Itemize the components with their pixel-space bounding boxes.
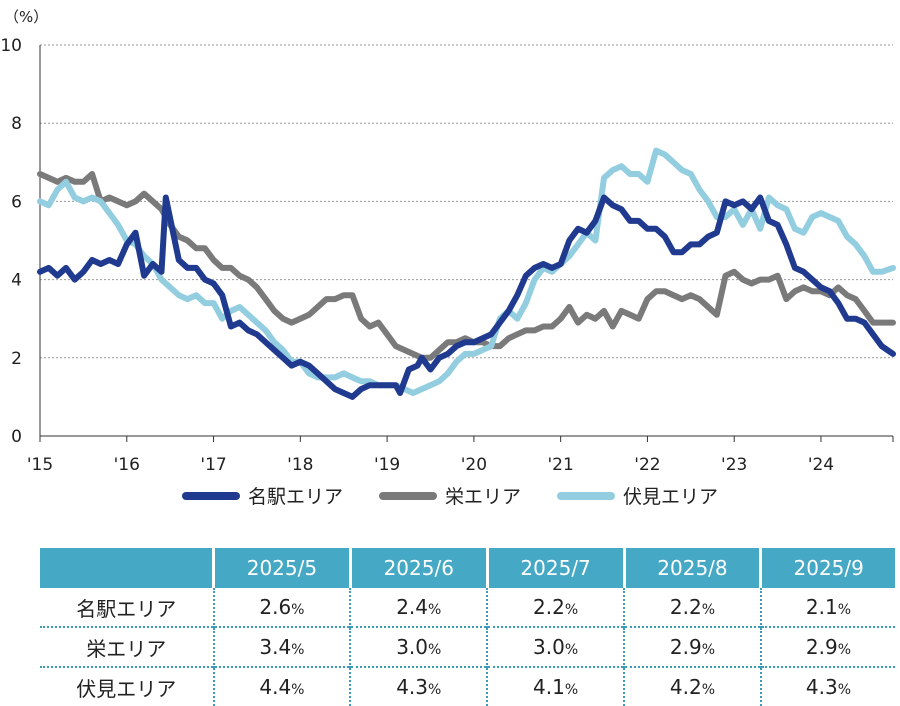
table-cell: 2.9% [623, 626, 761, 667]
table-cell: 3.4% [212, 626, 351, 667]
table-row: 伏見エリア 4.4% 4.3% 4.1% 4.2% 4.3% [40, 666, 895, 706]
x-tick-label: '24 [808, 455, 834, 475]
x-axis: '15 '16 '17 '18 '19 '20 '21 '22 '23 '24 [27, 435, 894, 475]
x-tick-label: '15 [27, 455, 53, 475]
series-lines [37, 147, 896, 400]
row-label: 栄エリア [40, 626, 214, 667]
legend-swatch-meieki [181, 491, 240, 500]
table-cell: 2.2% [623, 588, 761, 627]
table-cell: 4.1% [486, 666, 625, 706]
series-line-meieki [37, 194, 896, 400]
table-cell: 2.1% [759, 588, 895, 627]
y-tick-label: 10 [0, 36, 22, 56]
x-tick-label: '17 [200, 455, 226, 475]
table-cell: 3.0% [486, 626, 625, 667]
vacancy-rate-chart: 0 2 4 6 8 10 '15 '16 '17 '18 '19 '20 '21 '22 '23 '24 （… [0, 8, 896, 475]
legend-label-meieki: 名駅エリア [247, 486, 343, 508]
y-tick-label: 8 [11, 114, 22, 134]
legend-label-sakae: 栄エリア [444, 486, 521, 508]
x-tick-label: '23 [721, 455, 747, 475]
y-tick-label: 6 [11, 192, 22, 212]
table-header-cell: 2025/5 [212, 548, 351, 588]
legend-label-fushimi: 伏見エリア [623, 486, 719, 508]
table-header-cell [40, 548, 214, 588]
x-tick-label: '19 [374, 455, 400, 475]
legend-item-fushimi: 伏見エリア [557, 482, 718, 509]
table-cell: 4.3% [349, 666, 488, 706]
legend-item-sakae: 栄エリア [378, 482, 521, 509]
table-cell: 2.9% [759, 626, 895, 667]
table-header-cell: 2025/9 [759, 548, 895, 588]
legend-swatch-sakae [378, 491, 437, 500]
row-label: 伏見エリア [40, 666, 214, 706]
table-cell: 4.4% [212, 666, 351, 706]
table-header-cell: 2025/6 [348, 548, 488, 588]
x-tick-label: '20 [461, 455, 487, 475]
legend: 名駅エリア 栄エリア 伏見エリア [0, 482, 900, 509]
table-row: 栄エリア 3.4% 3.0% 3.0% 2.9% 2.9% [40, 626, 895, 667]
legend-swatch-fushimi [557, 491, 615, 500]
x-tick-label: '22 [634, 455, 660, 475]
table-cell: 4.3% [759, 666, 895, 706]
table-row: 名駅エリア 2.6% 2.4% 2.2% 2.2% 2.1% [40, 588, 895, 627]
legend-item-meieki: 名駅エリア [181, 482, 343, 509]
table-header-cell: 2025/8 [622, 548, 761, 588]
x-tick-label: '18 [287, 455, 313, 475]
row-label: 名駅エリア [76, 596, 177, 621]
table-cell: 2.4% [349, 588, 488, 627]
table-cell: 2.2% [486, 588, 625, 627]
x-tick-label: '16 [114, 455, 140, 475]
table-cell: 2.6% [212, 588, 351, 627]
y-axis: 0 2 4 6 8 10 [0, 36, 41, 447]
y-tick-label: 0 [11, 427, 22, 447]
series-line-sakae [37, 171, 896, 361]
x-tick-label: '21 [547, 455, 573, 475]
table-cell: 4.2% [623, 666, 761, 706]
table-cell: 3.0% [349, 626, 488, 667]
y-tick-label: 4 [11, 271, 22, 291]
table-header-cell: 2025/7 [485, 548, 625, 588]
summary-table: 2025/5 2025/6 2025/7 2025/8 2025/9 名駅エリア… [40, 548, 895, 706]
table-header-row: 2025/5 2025/6 2025/7 2025/8 2025/9 [40, 548, 895, 588]
y-tick-label: 2 [11, 349, 22, 369]
y-unit-label: （%） [4, 8, 48, 26]
series-line-fushimi [37, 147, 896, 396]
